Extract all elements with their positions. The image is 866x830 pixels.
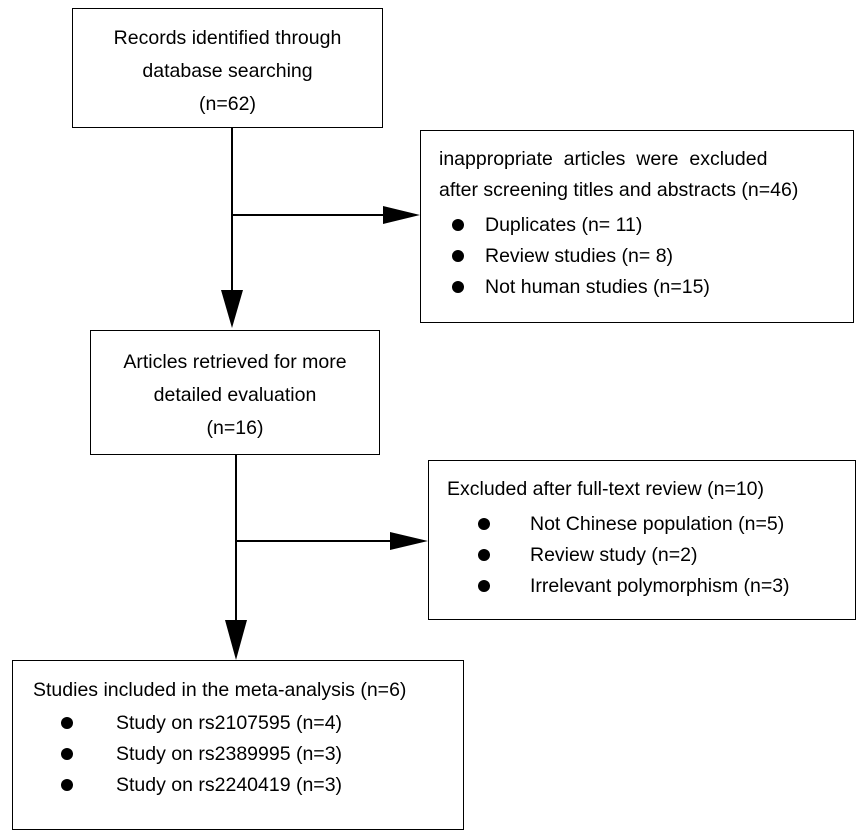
arrowhead-to-retrieved [221, 290, 243, 328]
bullet-icon [478, 580, 490, 592]
included-item: Study on rs2240419 (n=3) [33, 770, 463, 801]
included-title: Studies included in the meta-analysis (n… [33, 679, 407, 701]
screening-exclusion-item: Review studies (n= 8) [439, 241, 853, 272]
included-item-label: Study on rs2240419 (n=3) [116, 774, 343, 796]
arrowhead-to-fulltext-exclusion [390, 532, 428, 550]
screening-exclusion-item: Not human studies (n=15) [439, 272, 853, 303]
fulltext-exclusion-item: Review study (n=2) [447, 540, 855, 571]
bullet-icon [61, 717, 73, 729]
included-item: Study on rs2107595 (n=4) [33, 708, 463, 739]
records-identified-box: Records identified through database sear… [72, 8, 383, 128]
retrieved-line3: (n=16) [206, 417, 264, 439]
included-item: Study on rs2389995 (n=3) [33, 739, 463, 770]
retrieved-line2: detailed evaluation [153, 384, 317, 406]
records-line2: database searching [142, 60, 313, 82]
articles-retrieved-box: Articles retrieved for more detailed eva… [90, 330, 380, 455]
screening-exclusion-box: inappropriate articles were excluded aft… [420, 130, 854, 323]
fulltext-exclusion-item-label: Irrelevant polymorphism (n=3) [530, 575, 790, 597]
bullet-icon [61, 779, 73, 791]
bullet-icon [478, 549, 490, 561]
bullet-icon [452, 250, 464, 262]
bullet-icon [478, 518, 490, 530]
screening-exclusion-line2: after screening titles and abstracts (n=… [439, 179, 799, 201]
bullet-icon [61, 748, 73, 760]
fulltext-exclusion-item-label: Not Chinese population (n=5) [530, 513, 785, 535]
retrieved-line1: Articles retrieved for more [123, 351, 347, 373]
included-item-label: Study on rs2389995 (n=3) [116, 743, 343, 765]
fulltext-exclusion-title: Excluded after full-text review (n=10) [447, 478, 765, 500]
fulltext-exclusion-item: Not Chinese population (n=5) [447, 509, 855, 540]
studies-included-box: Studies included in the meta-analysis (n… [12, 660, 464, 830]
fulltext-exclusion-item-label: Review study (n=2) [530, 544, 698, 566]
screening-exclusion-line1: inappropriate articles were excluded [439, 148, 768, 170]
screening-exclusion-item: Duplicates (n= 11) [439, 210, 853, 241]
bullet-icon [452, 219, 464, 231]
fulltext-exclusion-item: Irrelevant polymorphism (n=3) [447, 571, 855, 602]
fulltext-exclusion-box: Excluded after full-text review (n=10) N… [428, 460, 856, 620]
screening-exclusion-item-label: Not human studies (n=15) [485, 276, 710, 298]
bullet-icon [452, 281, 464, 293]
screening-exclusion-item-label: Duplicates (n= 11) [485, 214, 643, 236]
records-line1: Records identified through [113, 27, 342, 49]
included-item-label: Study on rs2107595 (n=4) [116, 712, 343, 734]
screening-exclusion-item-label: Review studies (n= 8) [485, 245, 674, 267]
arrowhead-to-screening-exclusion [383, 206, 420, 224]
records-line3: (n=62) [199, 93, 256, 115]
arrowhead-to-included [225, 620, 247, 660]
